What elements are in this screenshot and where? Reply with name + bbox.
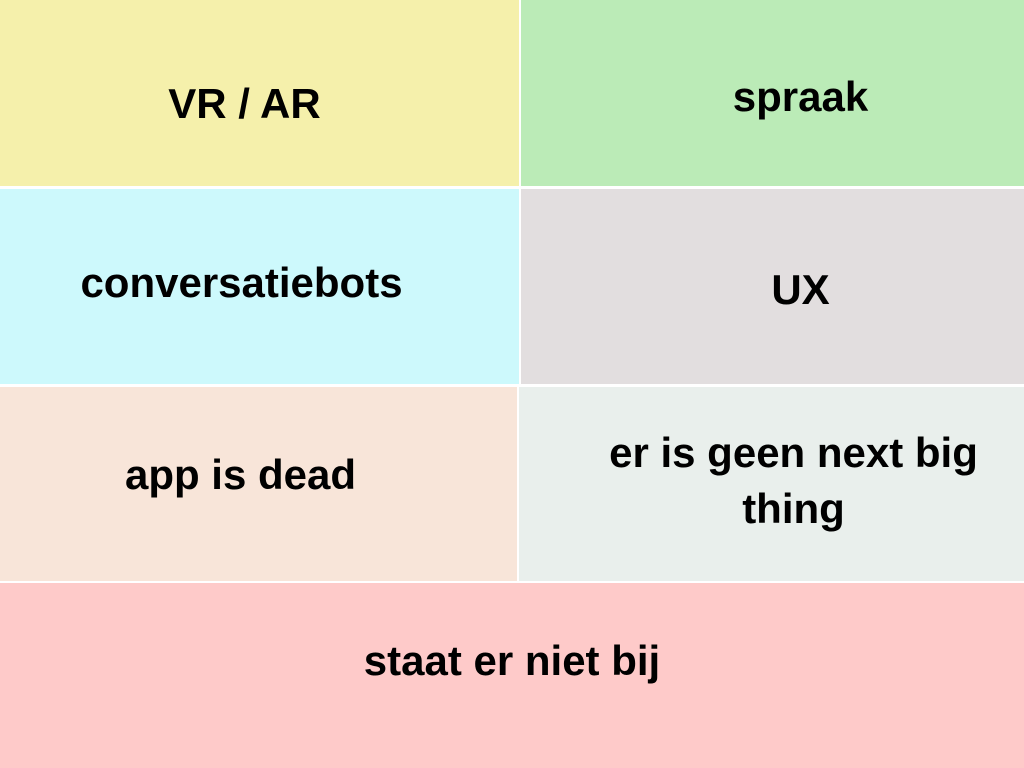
tile-ux: UX [521, 189, 1024, 384]
tile-label-geen-next-big-thing: er is geen next big thing [609, 429, 978, 532]
tile-label-ux: UX [771, 265, 830, 313]
tile-label-spraak: spraak [732, 73, 869, 120]
tile-label-staat-er-niet-bij: staat er niet bij [363, 636, 661, 684]
tile-label-conversatiebots: conversatiebots [80, 258, 403, 306]
tile-label-vr-ar: VR / AR [168, 80, 321, 127]
tile-app-is-dead: app is dead [0, 387, 517, 581]
tile-spraak: spraak [521, 0, 1024, 186]
tile-vr-ar: VR / AR [0, 0, 519, 186]
tile-geen-next-big-thing: er is geen next big thing [519, 387, 1024, 581]
tile-label-app-is-dead: app is dead [124, 451, 357, 498]
tile-staat-er-niet-bij: staat er niet bij [0, 583, 1024, 768]
tile-conversatiebots: conversatiebots [0, 189, 519, 384]
